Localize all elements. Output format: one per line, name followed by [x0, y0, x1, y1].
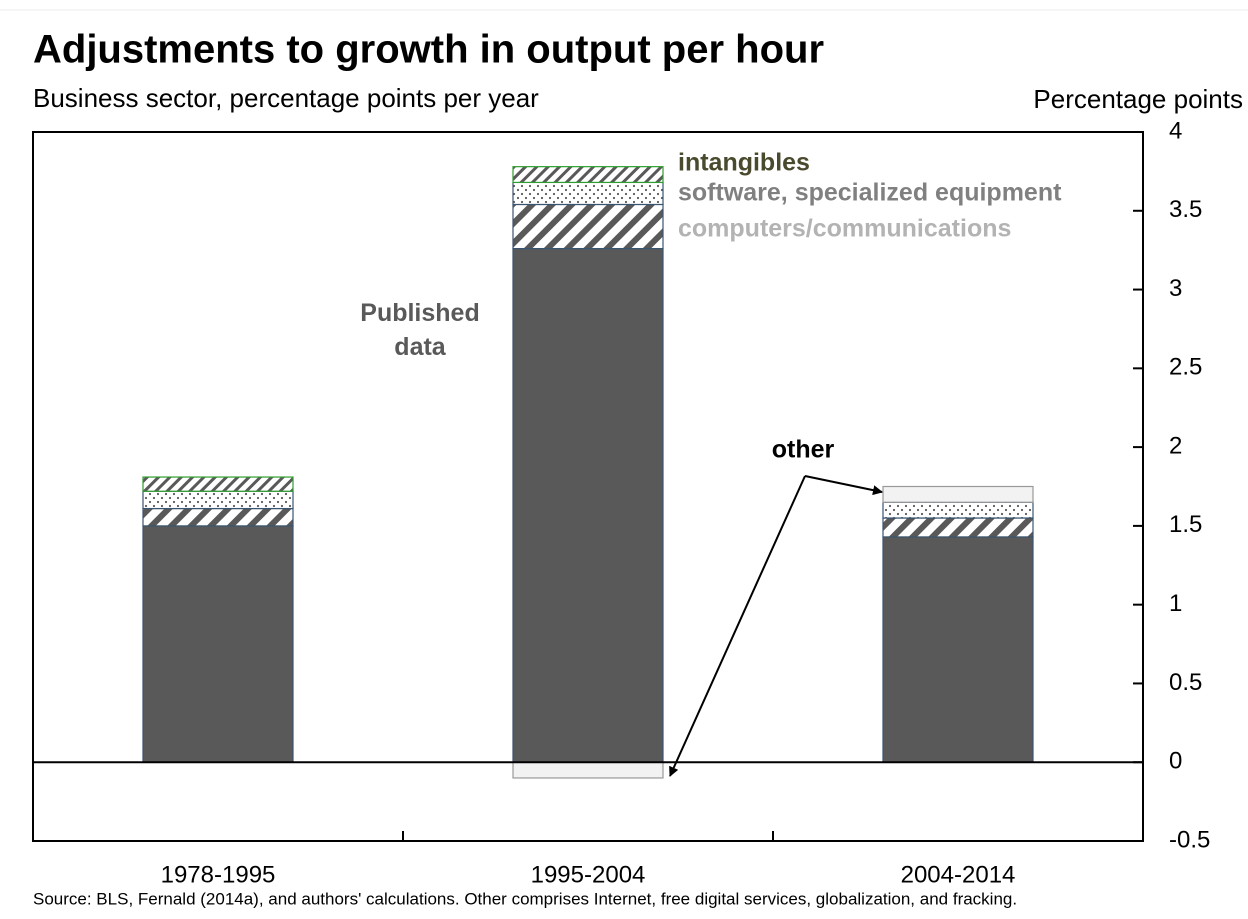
series-label: intangibles [678, 149, 810, 177]
annotation-arrow [669, 475, 806, 777]
bar-segment [512, 181, 664, 206]
y-tick-label: 3.5 [1169, 196, 1202, 223]
bar-segment [512, 247, 664, 763]
bar-segment [882, 501, 1034, 519]
bar-segment [142, 507, 294, 527]
y-tick-label: 2.5 [1169, 354, 1202, 381]
series-label: software, specialized equipment [678, 179, 1062, 207]
plot-frame [32, 131, 1144, 842]
annotation-arrow [804, 475, 883, 496]
y-tick-label: -0.5 [1169, 826, 1210, 853]
y-tick-label: 1 [1169, 590, 1182, 617]
bar-segment [882, 517, 1034, 538]
bar-segment [142, 490, 294, 510]
chart-title: Adjustments to growth in output per hour [33, 28, 824, 72]
bar-segment [512, 166, 664, 184]
series-label: Published data [360, 299, 480, 361]
bar-segment [142, 525, 294, 763]
marks [142, 166, 1034, 779]
chart-subtitle: Business sector, percentage points per y… [33, 83, 539, 113]
x-tick-label: 1995-2004 [531, 861, 646, 888]
y-axis-label: Percentage points [1033, 84, 1243, 114]
y-tick-label: 1.5 [1169, 511, 1202, 538]
y-tick-label: 2 [1169, 432, 1182, 459]
x-tick-label: 1978-1995 [161, 861, 276, 888]
y-tick-label: 0.5 [1169, 669, 1202, 696]
bar-segment [512, 761, 664, 779]
bar-segment [882, 536, 1034, 763]
series-label: computers/communications [678, 215, 1011, 243]
y-tick-label: 0 [1169, 748, 1182, 775]
series-label: other [772, 436, 835, 464]
bar-segment [882, 485, 1034, 503]
x-tick-label: 2004-2014 [901, 861, 1016, 888]
bar-segment [142, 476, 294, 492]
source-note: Source: BLS, Fernald (2014a), and author… [33, 889, 1017, 908]
bar-segment [512, 203, 664, 250]
y-tick-label: 3 [1169, 275, 1182, 302]
y-tick-label: 4 [1169, 117, 1182, 144]
